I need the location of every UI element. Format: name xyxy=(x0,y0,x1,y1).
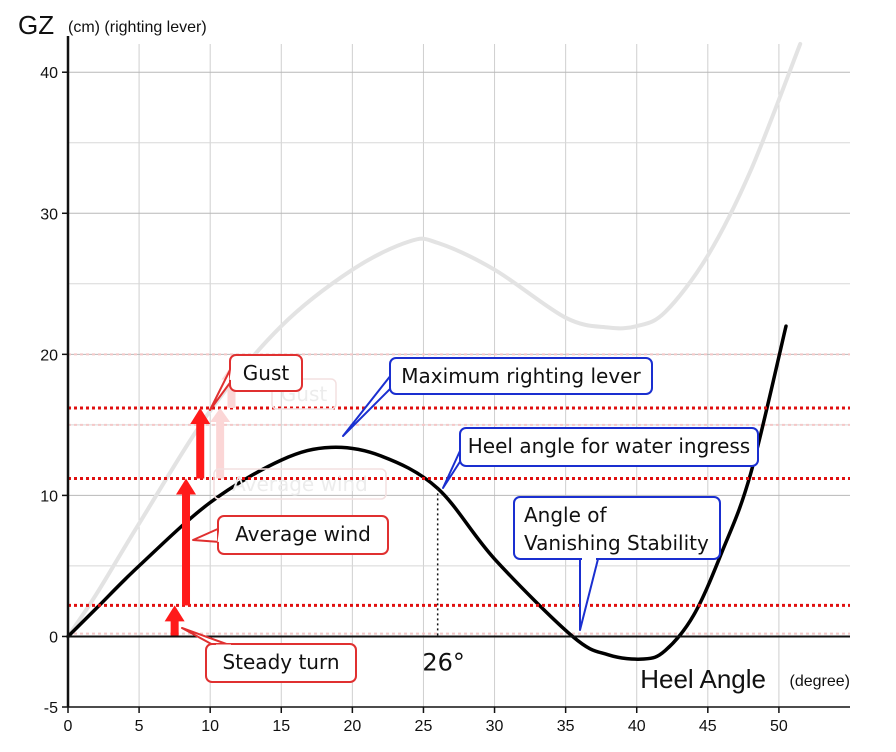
x-tick-label: 15 xyxy=(272,718,290,735)
average-wind-label-text: Average wind xyxy=(235,522,371,546)
force-arrow-head xyxy=(164,605,185,622)
ghost-force-head xyxy=(210,407,231,422)
steady-turn-label-text: Steady turn xyxy=(222,650,339,674)
x-tick-label: 5 xyxy=(135,718,144,735)
gust-label-text: Gust xyxy=(243,361,290,385)
gz-curve-faint xyxy=(66,42,803,639)
x-tick-label: 10 xyxy=(201,718,219,735)
force-arrows xyxy=(164,365,242,637)
gust-label-box xyxy=(229,354,303,392)
y-tick-label: 40 xyxy=(40,65,58,82)
steady-turn-label-box xyxy=(205,643,357,683)
force-arrow-head xyxy=(176,478,197,495)
ghost-label-text: Average wind xyxy=(232,472,368,496)
average-wind-label-tail xyxy=(192,527,221,543)
y-tick-label: 20 xyxy=(40,347,58,364)
ghost-label-box xyxy=(271,378,337,410)
ghost-force-shaft xyxy=(216,419,225,479)
x-tick-label: 45 xyxy=(699,718,717,735)
series-lines: 26° xyxy=(66,42,803,676)
average-wind-label-box xyxy=(217,515,389,555)
water-ingress-label-text: Heel angle for water ingress xyxy=(468,434,750,458)
faint-threshold-lines xyxy=(68,353,850,635)
water-ingress-label-box xyxy=(459,427,759,467)
angle-marker-label: 26° xyxy=(422,648,465,676)
vanishing-stability-label-tail xyxy=(579,558,599,631)
max-righting-lever-label-tail xyxy=(342,369,396,437)
force-arrow-shaft xyxy=(170,619,179,637)
gz-curve xyxy=(66,324,788,661)
vanishing-stability-label-text: Vanishing Stability xyxy=(524,531,709,555)
y-axis-subtitle: (cm) (righting lever) xyxy=(68,19,207,36)
y-tick-label: 0 xyxy=(49,629,58,646)
force-arrow-shaft xyxy=(196,421,205,479)
x-tick-label: 25 xyxy=(415,718,433,735)
vanishing-stability-label-text: Angle of xyxy=(524,503,608,527)
y-tick-label: 30 xyxy=(40,206,58,223)
average-wind-label-tail-mask xyxy=(217,527,223,543)
gust-label-tail xyxy=(209,365,233,411)
ghost-force-shaft xyxy=(227,377,236,408)
force-arrow-shaft xyxy=(182,492,191,606)
ghost-label-box xyxy=(213,468,387,500)
water-ingress-label-tail-mask xyxy=(462,439,468,455)
gust-label-tail-mask xyxy=(229,365,235,381)
y-tick-label: -5 xyxy=(44,700,58,717)
max-righting-lever-label-box xyxy=(389,357,653,395)
max-righting-lever-label-tail-mask xyxy=(392,369,398,385)
y-axis-title: GZ xyxy=(18,10,54,40)
x-tick-label: 20 xyxy=(343,718,361,735)
max-righting-lever-label-text: Maximum righting lever xyxy=(401,364,641,388)
x-tick-label: 30 xyxy=(486,718,504,735)
vanishing-stability-label-box xyxy=(513,496,721,560)
threshold-lines xyxy=(68,406,850,607)
y-tick-label: 10 xyxy=(40,488,58,505)
steady-turn-label-tail xyxy=(181,627,233,647)
x-tick-label: 0 xyxy=(64,718,73,735)
x-tick-label: 50 xyxy=(770,718,788,735)
force-arrow-head xyxy=(190,407,211,424)
x-axis-title: Heel Angle xyxy=(640,664,766,694)
x-tick-label: 40 xyxy=(628,718,646,735)
x-tick-label: 35 xyxy=(557,718,575,735)
x-axis-subtitle: (degree) xyxy=(790,673,850,690)
